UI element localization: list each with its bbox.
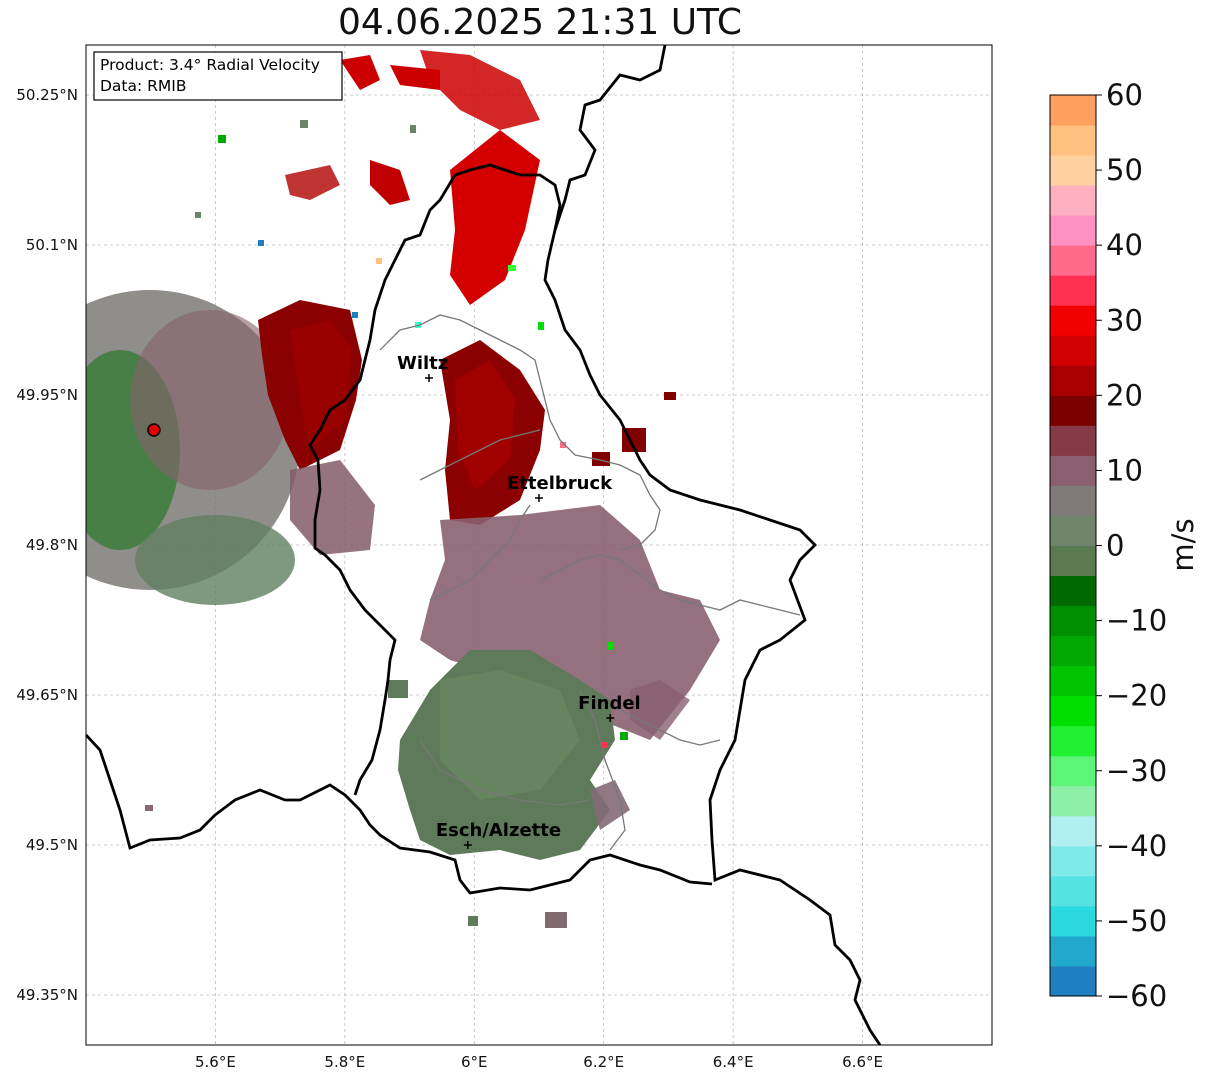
inbound-band-north xyxy=(285,50,540,305)
map-title: 04.06.2025 21:31 UTC xyxy=(337,2,743,43)
colorbar-band xyxy=(1050,905,1096,937)
colorbar-band xyxy=(1050,605,1096,637)
colorbar-tick-label: −10 xyxy=(1106,604,1167,638)
colorbar-band xyxy=(1050,965,1096,997)
colorbar-band xyxy=(1050,695,1096,727)
colorbar-band xyxy=(1050,875,1096,907)
colorbar-band xyxy=(1050,365,1096,396)
colorbar-band xyxy=(1050,395,1096,426)
inbound-core-central xyxy=(440,340,646,525)
colorbar-band xyxy=(1050,785,1096,817)
colorbar-tick-label: 50 xyxy=(1106,153,1143,187)
city-label: Wiltz xyxy=(397,353,448,374)
info-box: Product: 3.4° Radial Velocity Data: RMIB xyxy=(93,51,343,101)
x-tick-label: 5.6°E xyxy=(195,1053,236,1071)
y-tick-label: 49.35°N xyxy=(16,986,78,1004)
colorbar-band xyxy=(1050,515,1096,546)
near-zero-region xyxy=(420,505,720,740)
colorbar-tick-label: −30 xyxy=(1106,754,1167,788)
colorbar-tick-label: 20 xyxy=(1106,378,1143,412)
x-tick-label: 6.2°E xyxy=(583,1053,624,1071)
colorbar-tick-label: 30 xyxy=(1106,303,1143,337)
colorbar-tick-label: 10 xyxy=(1106,453,1143,487)
plot-frame xyxy=(85,44,993,1046)
colorbar-unit: m/s xyxy=(1166,518,1200,571)
colorbar-band xyxy=(1050,245,1096,276)
colorbar-band xyxy=(1050,155,1096,186)
x-tick-label: 6.4°E xyxy=(713,1053,754,1071)
colorbar-band xyxy=(1050,725,1096,757)
x-tick-label: 6.6°E xyxy=(842,1053,883,1071)
colorbar-band xyxy=(1050,755,1096,787)
city-label: Esch/Alzette xyxy=(436,820,561,841)
colorbar-tick-label: −50 xyxy=(1106,904,1167,938)
colorbar-tick-label: −20 xyxy=(1106,679,1167,713)
colorbar-band xyxy=(1050,485,1096,516)
city-label: Ettelbruck xyxy=(507,473,613,494)
y-axis-ticks: 50.25°N 50.1°N 49.95°N 49.8°N 49.65°N 49.5°N 4… xyxy=(16,86,78,1004)
district-lines xyxy=(379,314,801,851)
outbound-region-south xyxy=(388,650,630,928)
colorbar: 60 50 40 30 20 10 0 −10 −20 −30 −40 −50 −60 m/s xyxy=(1049,78,1200,1013)
info-product: Product: 3.4° Radial Velocity xyxy=(100,56,320,74)
city-marker xyxy=(535,494,543,502)
x-tick-label: 5.8°E xyxy=(324,1053,365,1071)
scattered-echoes xyxy=(145,120,676,811)
colorbar-band xyxy=(1050,545,1096,577)
colorbar-band xyxy=(1050,335,1096,366)
colorbar-band xyxy=(1050,125,1096,156)
colorbar-tick-label: −60 xyxy=(1106,979,1167,1013)
colorbar-band xyxy=(1050,215,1096,246)
colorbar-band xyxy=(1050,95,1096,126)
radar-clutter-area xyxy=(86,290,300,605)
colorbar-band xyxy=(1050,935,1096,967)
y-tick-label: 50.1°N xyxy=(26,236,78,254)
city-marker xyxy=(606,714,615,722)
colorbar-band xyxy=(1050,275,1096,306)
radar-echoes xyxy=(86,50,720,928)
y-tick-label: 50.25°N xyxy=(16,86,78,104)
city-labels: Wiltz Ettelbruck Findel Esch/Alzette xyxy=(397,353,641,849)
colorbar-band xyxy=(1050,305,1096,336)
colorbar-tick-label: 40 xyxy=(1106,228,1143,262)
national-borders xyxy=(86,45,882,1045)
y-tick-label: 49.65°N xyxy=(16,686,78,704)
city-label: Findel xyxy=(578,693,641,714)
colorbar-band xyxy=(1050,455,1096,486)
y-tick-label: 49.8°N xyxy=(26,536,78,554)
x-axis-ticks: 5.6°E 5.8°E 6°E 6.2°E 6.4°E 6.6°E xyxy=(195,1053,883,1071)
colorbar-band xyxy=(1050,845,1096,877)
colorbar-band xyxy=(1050,575,1096,607)
y-tick-label: 49.5°N xyxy=(26,836,78,854)
city-marker xyxy=(424,374,433,382)
colorbar-tick-label: 60 xyxy=(1106,78,1143,112)
inbound-core-west xyxy=(258,300,375,555)
colorbar-tick-label: 0 xyxy=(1106,529,1124,563)
colorbar-band xyxy=(1050,815,1096,847)
y-tick-label: 49.95°N xyxy=(16,386,78,404)
colorbar-band xyxy=(1050,635,1096,667)
colorbar-band xyxy=(1050,665,1096,697)
radar-site-marker xyxy=(147,423,161,437)
colorbar-band xyxy=(1050,425,1096,456)
city-marker xyxy=(463,841,472,849)
x-tick-label: 6°E xyxy=(461,1053,488,1071)
colorbar-tick-label: −40 xyxy=(1106,829,1167,863)
colorbar-band xyxy=(1050,185,1096,216)
info-data-source: Data: RMIB xyxy=(100,77,187,95)
